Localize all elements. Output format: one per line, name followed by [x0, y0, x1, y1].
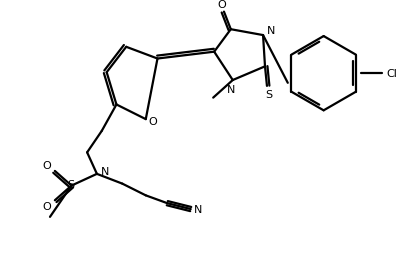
- Text: N: N: [267, 26, 275, 36]
- Text: O: O: [218, 0, 226, 10]
- Text: N: N: [227, 85, 235, 94]
- Text: Cl: Cl: [387, 69, 397, 79]
- Text: O: O: [148, 117, 157, 126]
- Text: S: S: [265, 89, 272, 99]
- Text: N: N: [100, 166, 109, 176]
- Text: O: O: [42, 201, 52, 211]
- Text: N: N: [195, 204, 203, 214]
- Text: O: O: [42, 161, 52, 170]
- Text: S: S: [67, 179, 74, 189]
